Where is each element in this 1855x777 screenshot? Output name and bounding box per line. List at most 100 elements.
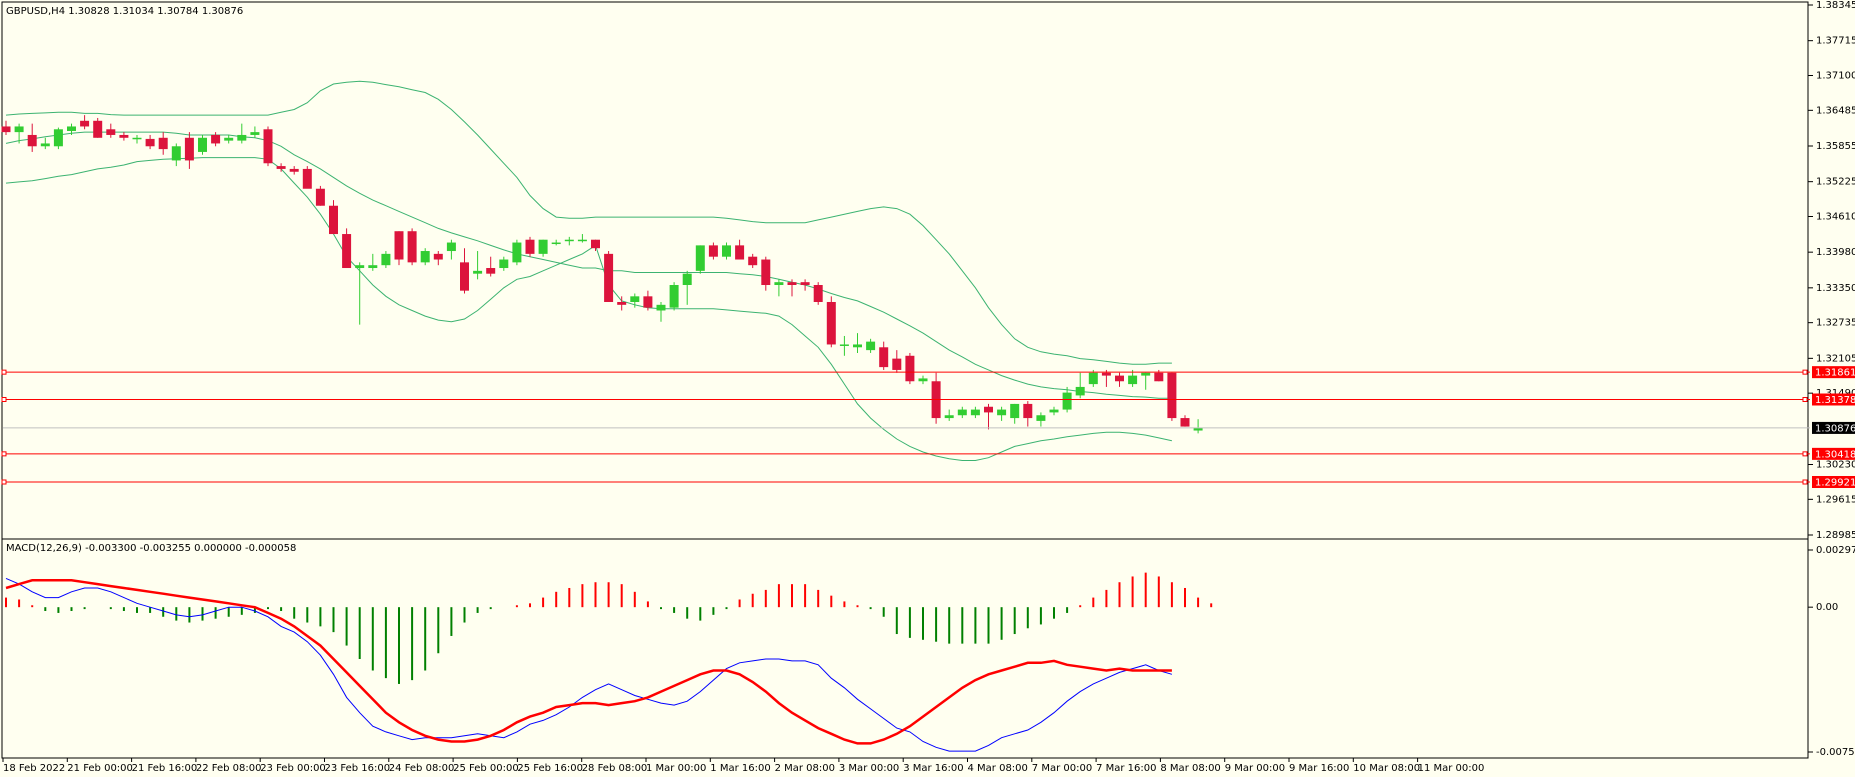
macd-plot <box>5 572 1213 752</box>
candle-body <box>1075 386 1085 396</box>
candle-body <box>53 129 63 147</box>
symbol-header: GBPUSD,H4 1.30828 1.31034 1.30784 1.3087… <box>6 6 243 17</box>
candle-body <box>813 285 823 302</box>
candle-body <box>1062 392 1072 410</box>
candle-body <box>302 168 312 189</box>
candle-body <box>184 137 194 161</box>
price-levels[interactable]: 1.31861 1.31378 1.30876 1.30418 1.29921 <box>1 366 1855 489</box>
candle-body <box>774 282 784 286</box>
candle-body <box>1088 372 1098 385</box>
candle-body <box>40 143 50 147</box>
candle-body <box>460 262 469 291</box>
candle-body <box>289 168 299 172</box>
candle-body <box>355 265 365 269</box>
price-tick-label: 1.38345 <box>1816 0 1855 11</box>
candle-body <box>329 205 338 235</box>
candle-body <box>656 304 666 311</box>
candle-body <box>748 256 758 266</box>
price-level-label: 1.31861 <box>1815 368 1855 379</box>
candle-body <box>1101 372 1111 376</box>
candle-body <box>1 126 11 133</box>
price-tick-label: 1.35855 <box>1816 141 1855 152</box>
price-tick-label: 1.28985 <box>1816 530 1855 541</box>
price-level-label: 1.29921 <box>1815 478 1855 489</box>
candle-body <box>67 126 76 131</box>
candle-body <box>368 265 378 269</box>
candle-body <box>944 415 954 419</box>
candle-body <box>800 282 810 286</box>
candle-body <box>525 239 535 254</box>
candle-body <box>1180 418 1190 427</box>
price-tick-label: 1.35225 <box>1816 177 1855 188</box>
candle-body <box>905 355 915 382</box>
candle-body <box>879 347 889 368</box>
candle-body <box>538 239 548 254</box>
price-level-handle <box>1802 451 1808 457</box>
bollinger-lower <box>5 157 1173 461</box>
candle-body <box>224 137 234 141</box>
time-tick-label: 9 Mar 00:00 <box>1225 763 1285 774</box>
price-panel-frame <box>1 1 1809 540</box>
candle-body <box>918 378 928 382</box>
candle-body <box>420 251 430 263</box>
candle-body <box>591 239 600 249</box>
candle-body <box>984 406 993 413</box>
candle-body <box>1010 403 1020 419</box>
candle-body <box>198 137 207 152</box>
time-tick-label: 1 Mar 16:00 <box>710 763 770 774</box>
candle-body <box>119 134 129 138</box>
time-tick-label: 1 Mar 00:00 <box>646 763 706 774</box>
candle-body <box>171 146 181 161</box>
candle-body <box>14 126 24 133</box>
candle-body <box>1023 403 1033 419</box>
time-tick-label: 9 Mar 16:00 <box>1289 763 1349 774</box>
time-tick-label: 4 Mar 08:00 <box>968 763 1028 774</box>
time-tick-label: 28 Feb 08:00 <box>582 763 648 774</box>
price-tick-label: 1.30230 <box>1816 460 1855 471</box>
candle-body <box>1154 372 1164 382</box>
candle-body <box>708 245 718 257</box>
candle-body <box>211 134 221 144</box>
time-tick-label: 7 Mar 00:00 <box>1032 763 1092 774</box>
macd-axis: 0.002979 0.00 -0.007546 <box>1808 545 1855 758</box>
price-level-handle <box>1802 479 1808 485</box>
time-tick-label: 24 Feb 08:00 <box>389 763 455 774</box>
price-tick-label: 1.37715 <box>1816 36 1855 47</box>
candle-body <box>237 134 247 141</box>
macd-header: MACD(12,26,9) -0.003300 -0.003255 0.0000… <box>6 543 296 554</box>
candle-body <box>473 270 483 274</box>
price-tick-label: 1.32105 <box>1816 353 1855 364</box>
price-level-handle <box>1 369 7 375</box>
candle-body <box>276 166 286 169</box>
time-tick-label: 8 Mar 08:00 <box>1160 763 1220 774</box>
price-level-tag <box>1812 476 1855 488</box>
candle-body <box>433 253 443 260</box>
candle-body <box>826 301 836 345</box>
signal-line <box>5 579 1172 745</box>
price-tick-label: 1.33350 <box>1816 283 1855 294</box>
candle-body <box>1115 375 1124 382</box>
candle-body <box>735 245 745 260</box>
candle-body <box>997 409 1007 416</box>
bollinger-bands <box>5 80 1173 461</box>
price-level-label: 1.30876 <box>1815 423 1855 434</box>
candles <box>1 115 1203 434</box>
price-level-handle <box>1 479 7 485</box>
macd-tick-label: -0.007546 <box>1816 747 1855 758</box>
price-level-tag <box>1812 393 1855 406</box>
candle-body <box>315 188 325 206</box>
candle-body <box>682 273 692 286</box>
candle-body <box>27 134 37 147</box>
candle-body <box>617 301 627 305</box>
macd-line <box>5 577 1173 752</box>
candle-body <box>957 409 967 416</box>
bollinger-upper <box>5 80 1172 365</box>
time-tick-label: 21 Feb 16:00 <box>132 763 198 774</box>
price-level-handle <box>1 451 7 457</box>
price-tick-label: 1.36485 <box>1816 105 1855 116</box>
candle-body <box>866 341 876 351</box>
candle-body <box>892 358 902 370</box>
time-tick-label: 23 Feb 16:00 <box>325 763 391 774</box>
